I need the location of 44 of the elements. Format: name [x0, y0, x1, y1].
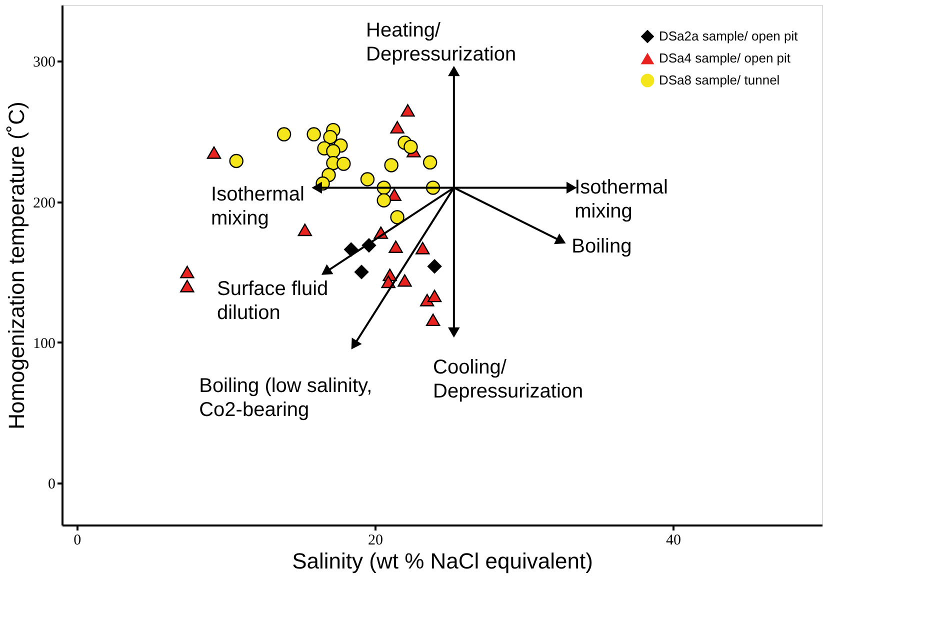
point [354, 264, 369, 280]
point [400, 104, 415, 117]
point [306, 127, 321, 142]
point [336, 156, 351, 171]
point [298, 224, 312, 236]
y-tick-label: 200 [33, 195, 56, 212]
point [390, 121, 404, 134]
y-tick-label: 0 [48, 476, 56, 492]
point [180, 280, 194, 292]
x-tick-label: 20 [368, 532, 383, 548]
point [398, 274, 412, 287]
point [229, 154, 244, 168]
annotation: Boiling [572, 236, 632, 258]
point [323, 130, 338, 144]
point [180, 266, 194, 278]
point [384, 158, 398, 172]
x-tick-label: 40 [666, 532, 681, 548]
y-tick-label: 300 [33, 54, 56, 71]
point [426, 314, 440, 326]
point [360, 172, 375, 186]
legend-label: DSa4 sample/ open pit [659, 50, 791, 66]
y-axis-title: Homogenization temperature (˚C) [4, 102, 29, 430]
annotation: Isothermal mixing [211, 184, 304, 230]
point [376, 193, 391, 208]
point [427, 290, 442, 302]
x-tick-label: 0 [74, 532, 82, 548]
point [206, 146, 222, 159]
point [422, 155, 438, 170]
annotation: Heating/ Depressurization [366, 19, 516, 66]
annotation: Boiling (low salinity, Co2-bearing [199, 374, 372, 421]
y-tick-label: 100 [33, 336, 56, 352]
point [326, 144, 340, 158]
x-axis-title: Salinity (wt % NaCl equivalent) [292, 548, 593, 574]
annotation: Surface fluid dilution [216, 278, 328, 324]
point [390, 210, 404, 224]
point [276, 127, 292, 142]
legend-label: DSa2a sample/ open pit [659, 28, 798, 44]
annotation: Cooling/ Depressurization [433, 356, 584, 403]
point [427, 259, 442, 274]
point [404, 140, 418, 154]
annotation: Isothermal mixing [574, 176, 668, 223]
point [388, 240, 403, 253]
legend-label: DSa8 sample/ tunnel [659, 72, 780, 88]
point [416, 242, 430, 254]
